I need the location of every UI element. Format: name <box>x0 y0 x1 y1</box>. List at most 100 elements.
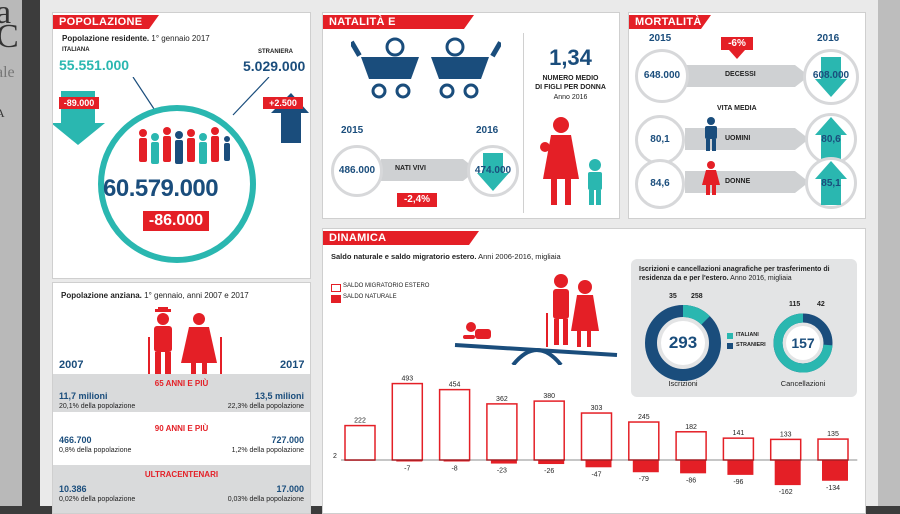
migratorio-value-label: 133 <box>780 431 792 438</box>
legend-migratorio-label: SALDO MIGRATORIO ESTERO <box>343 283 430 289</box>
births-b-value: 474.000 <box>474 165 512 176</box>
man-icon <box>705 117 717 151</box>
women-up-arrow <box>815 161 847 205</box>
anziana-subtitle: Popolazione anziana. 1° gennaio, anni 20… <box>61 291 249 300</box>
deaths-a-circle <box>635 49 689 103</box>
migratorio-bar <box>391 382 424 461</box>
births-year-a: 2015 <box>341 125 364 136</box>
fertility-label-1: NUMERO MEDIO <box>542 75 599 82</box>
subtitle-bold: Popolazione anziana. <box>61 291 142 300</box>
births-label: NATI VIVI <box>395 165 426 172</box>
iscrizioni-donut <box>645 305 721 381</box>
anziana-panel: Popolazione anziana. 1° gennaio, anni 20… <box>52 282 311 514</box>
row-65-background <box>53 374 310 412</box>
row-100-a-note: 0,02% della popolazione <box>59 496 136 503</box>
straniera-connector <box>232 77 270 116</box>
births-change: -2,4% <box>397 193 437 207</box>
bg-glyph: a <box>0 0 12 31</box>
legend-italiani-swatch <box>727 333 733 339</box>
migratorio-value-label: 380 <box>543 393 555 400</box>
men-a-value: 80,1 <box>650 134 670 145</box>
births-year-b: 2016 <box>476 125 499 136</box>
naturale-value-label: -96 <box>733 479 743 486</box>
men-b-value: 80,6 <box>821 134 841 145</box>
deaths-change-pointer <box>729 50 745 59</box>
naturale-value-label: -7 <box>404 466 410 473</box>
migratorio-value-label: 182 <box>685 424 697 431</box>
cancellazioni-total: 157 <box>791 335 815 351</box>
popolazione-subtitle: Popolazione residente. 1° gennaio 2017 <box>62 34 210 43</box>
row-90-b-value: 727.000 <box>271 435 304 445</box>
naturale-value-label: -8 <box>451 466 457 473</box>
legend-naturale-swatch <box>331 295 341 303</box>
natalita-panel: NATALITÀ E FECONDITÀ 1,34 NUMERO MEDIO D… <box>322 12 620 219</box>
fertility-year: Anno 2016 <box>553 94 588 101</box>
cancellazioni-label: Cancellazioni <box>780 379 826 388</box>
iscrizioni-stranieri-value: 258 <box>691 293 703 300</box>
popolazione-header: POPOLAZIONE <box>53 15 159 29</box>
mother-child-icon <box>540 117 602 205</box>
bg-glyph: C <box>0 18 19 55</box>
woman-icon <box>702 161 720 195</box>
population-circle <box>98 105 256 263</box>
births-down-arrow <box>477 153 509 191</box>
naturale-value-label: -47 <box>591 471 601 478</box>
mortalita-panel: MORTALITÀ 2015 2016 -6% 648.000 DECESSI … <box>628 12 866 219</box>
iscrizioni-total: 293 <box>668 333 698 352</box>
fertility-value: 1,34 <box>549 45 592 70</box>
population-total: 60.579.000 <box>103 175 219 202</box>
background-page-left: a C ale A <box>0 0 22 506</box>
row-65-b-note: 22,3% della popolazione <box>227 403 304 410</box>
cancellazioni-italiani-value: 115 <box>789 301 801 308</box>
migratorio-bar <box>580 412 613 461</box>
row-100-label: ULTRACENTENARI <box>144 470 219 479</box>
migratorio-bar <box>438 388 471 461</box>
cancellazioni-donut <box>773 313 833 373</box>
migratorio-bar <box>675 431 707 461</box>
naturale-value-label: 2 <box>333 453 337 460</box>
deaths-b-value: 608.000 <box>812 70 850 81</box>
legend-migratorio-swatch <box>331 284 341 292</box>
migratorio-bar <box>722 437 755 461</box>
migratorio-value-label: 141 <box>733 430 745 437</box>
crowd-icon <box>139 127 230 164</box>
infographic-sheet: POPOLAZIONE Popolazione residente. 1° ge… <box>40 0 878 514</box>
italiana-change: -89.000 <box>59 97 99 109</box>
iscrizioni-label: Iscrizioni <box>668 379 698 388</box>
naturale-bar <box>632 460 659 473</box>
italiana-value: 55.551.000 <box>59 57 130 73</box>
italiana-label: ITALIANA <box>62 47 90 53</box>
row-65-a-note: 20,1% della popolazione <box>59 403 136 410</box>
naturale-value-label: -134 <box>826 485 840 492</box>
dinamica-panel: DINAMICA DEMOGRAFICA Saldo naturale e sa… <box>322 228 866 514</box>
background-page-right <box>878 0 900 506</box>
seesaw-icon <box>454 274 618 365</box>
migratorio-bar <box>486 403 518 461</box>
row-100-background <box>53 465 310 513</box>
dinamica-subtitle: Saldo naturale e saldo migratorio estero… <box>331 252 561 261</box>
row-100-b-note: 0,03% della popolazione <box>227 496 304 503</box>
women-a-value: 84,6 <box>650 178 670 189</box>
anziana-year-b: 2017 <box>280 359 305 371</box>
naturale-bar <box>396 460 423 462</box>
deaths-change: -6% <box>721 37 753 50</box>
iscr-title-rest: Anno 2016, migliaia <box>728 275 792 282</box>
subtitle-bold: Saldo naturale e saldo migratorio estero… <box>331 252 477 261</box>
migratorio-value-label: 222 <box>354 418 366 425</box>
mortalita-year-a: 2015 <box>649 33 672 44</box>
row-100-a-value: 10.386 <box>59 484 87 494</box>
women-a-circle <box>635 159 685 209</box>
row-90-b-note: 1,2% della popolazione <box>231 447 304 454</box>
naturale-bar <box>443 460 470 462</box>
mortalita-header: MORTALITÀ <box>629 15 711 29</box>
iscrizioni-italiani-value: 35 <box>669 293 677 300</box>
legend-naturale-label: SALDO NATURALE <box>343 294 397 300</box>
row-90-a-value: 466.700 <box>59 435 92 445</box>
straniera-value: 5.029.000 <box>243 58 306 74</box>
natalita-header: NATALITÀ E FECONDITÀ <box>323 15 474 42</box>
naturale-bar <box>585 460 612 468</box>
men-label: UOMINI <box>725 135 751 142</box>
mortalita-year-b: 2016 <box>817 33 840 44</box>
subtitle-rest: 1° gennaio 2017 <box>149 34 210 43</box>
life-expectancy-label: VITA MEDIA <box>717 105 757 112</box>
